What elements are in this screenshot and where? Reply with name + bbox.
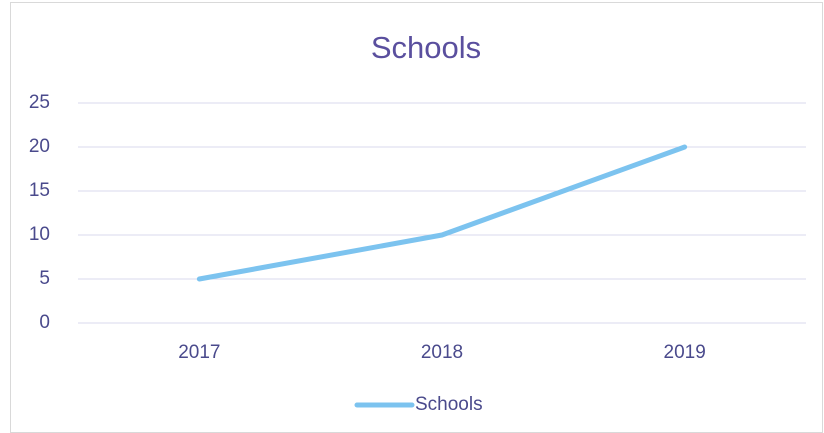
- y-tick-label: 5: [39, 268, 50, 289]
- y-tick-label: 25: [29, 92, 50, 113]
- y-tick-label: 20: [29, 136, 50, 157]
- x-tick-label: 2018: [421, 342, 463, 363]
- chart-title: Schools: [371, 30, 481, 65]
- y-tick-label: 0: [39, 312, 50, 333]
- y-tick-label: 15: [29, 180, 50, 201]
- y-tick-label: 10: [29, 224, 50, 245]
- chart-border: [10, 2, 823, 433]
- legend-label: Schools: [415, 394, 483, 415]
- x-tick-label: 2017: [178, 342, 220, 363]
- x-tick-label: 2019: [664, 342, 706, 363]
- data-line: [196, 144, 688, 282]
